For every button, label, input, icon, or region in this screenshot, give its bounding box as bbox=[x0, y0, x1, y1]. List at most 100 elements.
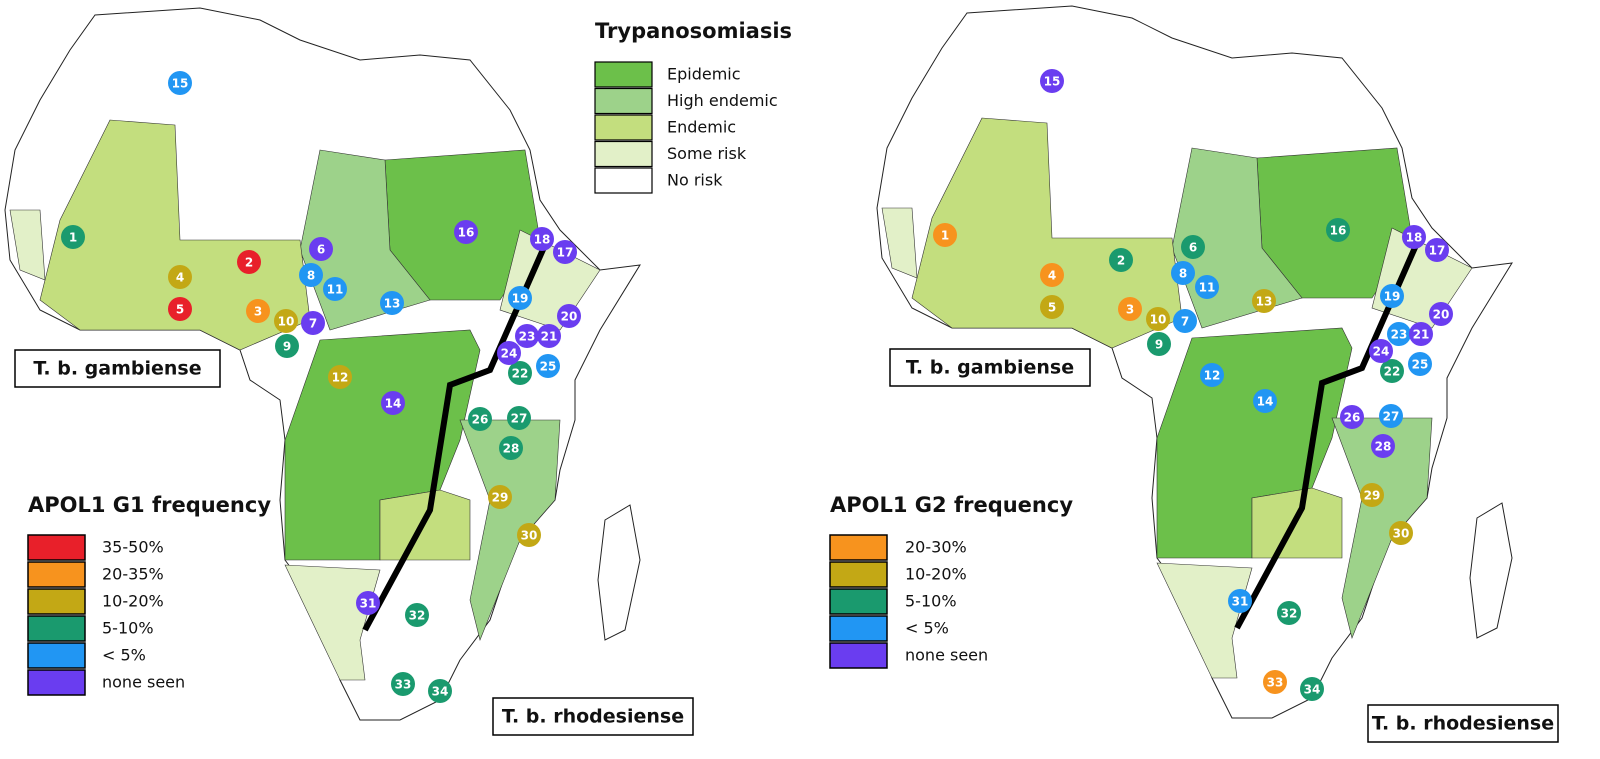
marker bbox=[1263, 670, 1287, 694]
marker bbox=[1369, 339, 1393, 363]
subspecies-label: T. b. rhodesiense bbox=[502, 706, 684, 728]
marker bbox=[1409, 322, 1433, 346]
marker-label: 30 bbox=[521, 529, 538, 543]
marker bbox=[933, 223, 957, 247]
marker-label: 18 bbox=[1406, 231, 1423, 245]
risk-region bbox=[911, 117, 1183, 349]
marker-label: 28 bbox=[1375, 440, 1392, 454]
legend-label: < 5% bbox=[905, 619, 949, 638]
legend-swatch bbox=[594, 61, 653, 88]
marker bbox=[1173, 309, 1197, 333]
marker bbox=[1360, 483, 1384, 507]
marker bbox=[1300, 677, 1324, 701]
marker bbox=[299, 263, 323, 287]
marker-label: 23 bbox=[1391, 328, 1408, 342]
legend-label: No risk bbox=[667, 171, 723, 190]
marker-label: 15 bbox=[172, 77, 189, 91]
marker bbox=[454, 220, 478, 244]
subspecies-label: T. b. gambiense bbox=[33, 358, 201, 380]
marker-label: 11 bbox=[327, 283, 344, 297]
marker-label: 12 bbox=[332, 371, 349, 385]
marker-label: 20 bbox=[561, 310, 578, 324]
subspecies-box bbox=[492, 697, 694, 736]
marker bbox=[1171, 261, 1195, 285]
marker bbox=[557, 304, 581, 328]
marker bbox=[1380, 284, 1404, 308]
marker-label: 25 bbox=[1412, 358, 1429, 372]
subspecies-divide bbox=[362, 243, 548, 632]
marker bbox=[1118, 297, 1142, 321]
marker bbox=[508, 286, 532, 310]
marker bbox=[168, 265, 192, 289]
marker bbox=[275, 334, 299, 358]
marker-label: 16 bbox=[458, 226, 475, 240]
marker-label: 24 bbox=[501, 347, 518, 361]
marker bbox=[309, 237, 333, 261]
legend-title: APOL1 G1 frequency bbox=[28, 493, 271, 517]
marker bbox=[508, 361, 532, 385]
marker-label: 23 bbox=[519, 330, 536, 344]
legend-swatch bbox=[829, 561, 888, 588]
marker bbox=[1109, 248, 1133, 272]
legend-swatch bbox=[27, 669, 86, 696]
marker-label: 20 bbox=[1433, 308, 1450, 322]
marker-label: 34 bbox=[1304, 683, 1321, 697]
marker-label: 4 bbox=[1048, 269, 1056, 283]
marker-label: 28 bbox=[503, 442, 520, 456]
subspecies-box bbox=[14, 349, 221, 388]
risk-region bbox=[9, 209, 46, 281]
marker bbox=[1252, 289, 1276, 313]
marker-label: 27 bbox=[1383, 410, 1400, 424]
marker bbox=[515, 324, 539, 348]
marker bbox=[323, 277, 347, 301]
legend-label: 10-20% bbox=[905, 565, 967, 584]
marker-label: 1 bbox=[69, 231, 77, 245]
marker bbox=[61, 225, 85, 249]
legend-swatch bbox=[27, 615, 86, 642]
marker-label: 8 bbox=[307, 269, 315, 283]
marker bbox=[1040, 263, 1064, 287]
marker-label: 9 bbox=[1155, 338, 1163, 352]
marker-label: 7 bbox=[1181, 315, 1189, 329]
marker-label: 6 bbox=[1189, 241, 1197, 255]
marker bbox=[536, 354, 560, 378]
marker-label: 33 bbox=[1267, 676, 1284, 690]
marker bbox=[1408, 352, 1432, 376]
marker bbox=[246, 299, 270, 323]
marker-label: 2 bbox=[1117, 254, 1125, 268]
marker bbox=[553, 240, 577, 264]
legend-swatch bbox=[594, 140, 653, 168]
marker-label: 22 bbox=[512, 367, 529, 381]
marker-label: 12 bbox=[1204, 369, 1221, 383]
legend-label: 5-10% bbox=[102, 619, 154, 638]
legend-label: Some risk bbox=[667, 144, 747, 163]
marker-label: 25 bbox=[540, 360, 557, 374]
marker bbox=[1429, 302, 1453, 326]
legend-swatch bbox=[829, 642, 888, 669]
marker bbox=[1387, 322, 1411, 346]
subspecies-box bbox=[1367, 704, 1559, 743]
risk-region bbox=[284, 564, 381, 681]
marker bbox=[1181, 235, 1205, 259]
marker bbox=[1228, 589, 1252, 613]
legend-swatch bbox=[594, 167, 653, 194]
risk-region bbox=[881, 207, 918, 279]
marker-label: 5 bbox=[1048, 301, 1056, 315]
marker-label: 10 bbox=[1150, 313, 1167, 327]
marker-label: 30 bbox=[1393, 527, 1410, 541]
marker-label: 21 bbox=[1413, 328, 1430, 342]
legend-label: none seen bbox=[905, 646, 988, 665]
marker bbox=[497, 341, 521, 365]
marker-label: 1 bbox=[941, 229, 949, 243]
legend-label: none seen bbox=[102, 673, 185, 692]
legend-title: APOL1 G2 frequency bbox=[830, 493, 1073, 517]
marker bbox=[356, 591, 380, 615]
legend-swatch bbox=[829, 615, 888, 642]
marker-label: 17 bbox=[1429, 244, 1446, 258]
marker-label: 31 bbox=[1232, 595, 1249, 609]
marker bbox=[1040, 295, 1064, 319]
marker bbox=[168, 71, 192, 95]
subspecies-label: T. b. rhodesiense bbox=[1372, 713, 1554, 735]
legend-title: Trypanosomiasis bbox=[595, 19, 792, 43]
